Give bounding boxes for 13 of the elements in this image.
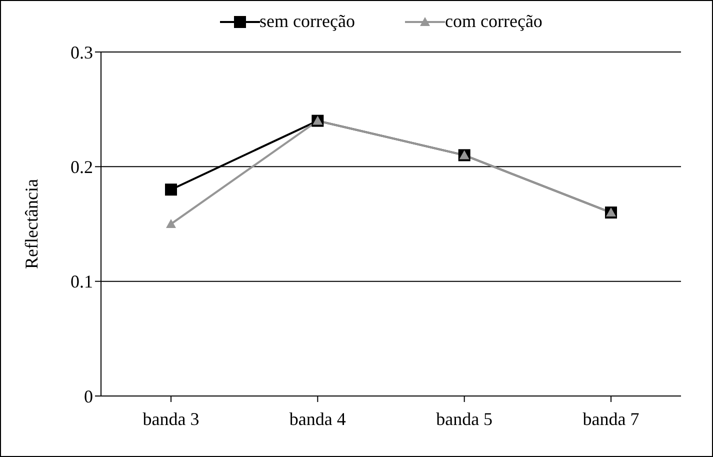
y-tick-label: 0.3: [70, 42, 93, 62]
point: [165, 184, 177, 196]
legend-label: com correção: [445, 11, 542, 32]
x-tick-label: banda 3: [142, 408, 200, 429]
y-tick-label: 0: [84, 386, 93, 406]
y-axis-title: Reflectância: [21, 179, 42, 269]
x-tick-label: banda 7: [582, 408, 640, 429]
y-tick-label: 0.1: [70, 272, 93, 292]
point: [166, 219, 176, 228]
x-tick-label: banda 5: [436, 408, 493, 429]
legend-label: sem correção: [260, 11, 355, 32]
y-tick-label: 0.2: [70, 157, 93, 178]
x-tick-label: banda 4: [289, 408, 346, 429]
